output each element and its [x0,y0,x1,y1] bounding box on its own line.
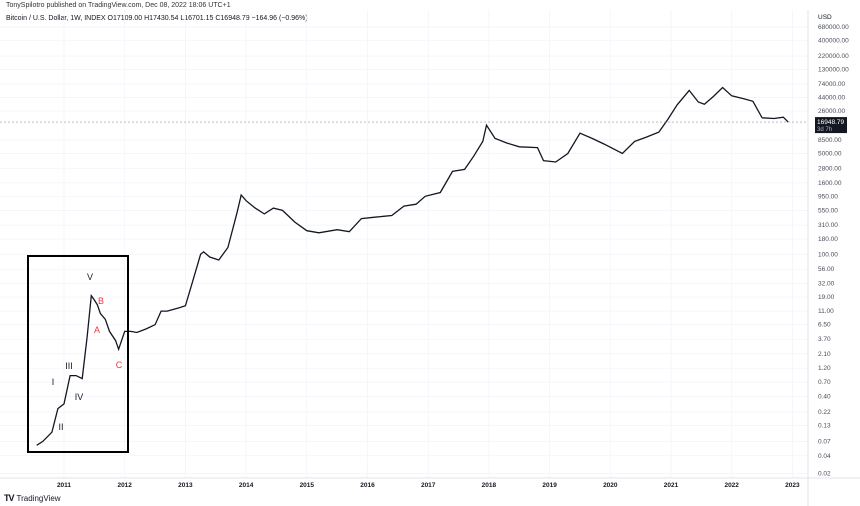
wave-label: C [116,360,123,370]
price-tick-label: 0.70 [818,379,831,386]
year-tick-label: 2014 [239,482,254,489]
tradingview-logo: TV TradingView [4,493,61,503]
price-tick-label: 11.00 [818,308,834,315]
symbol-legend: Bitcoin / U.S. Dollar, 1W, INDEX O17109.… [6,15,308,22]
price-tick-label: 0.13 [818,422,831,429]
price-tick-label: 19.00 [818,294,835,301]
price-tick-label: 950.00 [818,193,838,200]
time-axis: 2011 2012 2013 2014 2015 2016 2017 2018 2019 2020… [57,482,800,489]
price-tick-label: 0.22 [818,409,831,416]
price-series-line [36,86,789,446]
year-tick-label: 2015 [300,482,315,489]
wave-label: V [87,272,93,282]
price-tick-label: 100.00 [818,251,838,258]
year-tick-label: 2018 [482,482,497,489]
price-tick-label: 0.07 [818,438,831,445]
price-tick-label: 2800.00 [818,165,842,172]
wave-label: I [52,377,55,387]
publisher-info: TonySpilotro published on TradingView.co… [6,2,231,9]
year-tick-label: 2020 [603,482,618,489]
price-tick-label: 26000.00 [818,108,845,115]
price-tick-label: 74000.00 [818,81,845,88]
wave-label: A [94,325,100,335]
price-tick-label: 680000.00 [818,24,849,31]
highlight-box [27,255,129,453]
price-tick-label: 130000.00 [818,67,849,74]
wave-label: II [58,422,63,432]
year-tick-label: 2011 [57,482,71,489]
price-tick-label: 310.00 [818,222,838,229]
price-tick-label: 400000.00 [818,38,849,45]
price-tick-label: 1.20 [818,365,831,372]
price-tick-label: 0.04 [818,453,831,460]
price-tick-label: 220000.00 [818,53,849,60]
last-price-box [815,117,847,134]
price-tick-label: 0.40 [818,393,831,400]
year-tick-label: 2012 [117,482,132,489]
price-tick-label: 56.00 [818,266,835,273]
price-axis: USD 680000.00 400000.00 220000.00 130000.00 7… [818,14,849,478]
price-tick-label: 44000.00 [818,95,845,102]
bar-countdown: 3d 7h [817,127,832,133]
price-tick-label: 3.70 [818,336,831,343]
price-tick-label: 180.00 [818,236,838,243]
last-price-value: 16948.79 [817,119,844,126]
wave-label: IV [75,392,84,402]
wave-label: B [98,296,104,306]
year-tick-label: 2017 [421,482,436,489]
grid [0,10,808,478]
price-tick-label: 2.10 [818,351,831,358]
price-tick-label: 8500.00 [818,137,842,144]
year-tick-label: 2023 [785,482,800,489]
currency-label: USD [818,14,832,21]
price-tick-label: 6.50 [818,322,831,329]
price-tick-label: 0.02 [818,471,831,478]
tv-logo-icon: TV [4,493,14,503]
price-tick-label: 32.00 [818,281,835,288]
year-tick-label: 2019 [542,482,557,489]
year-tick-label: 2022 [724,482,739,489]
year-tick-label: 2021 [664,482,679,489]
brand-text: TradingView [16,493,61,503]
wave-label: III [65,361,73,371]
price-tick-label: 5000.00 [818,151,842,158]
year-tick-label: 2016 [360,482,375,489]
price-tick-label: 550.00 [818,207,838,214]
price-tick-label: 1600.00 [818,180,842,187]
year-tick-label: 2013 [178,482,193,489]
